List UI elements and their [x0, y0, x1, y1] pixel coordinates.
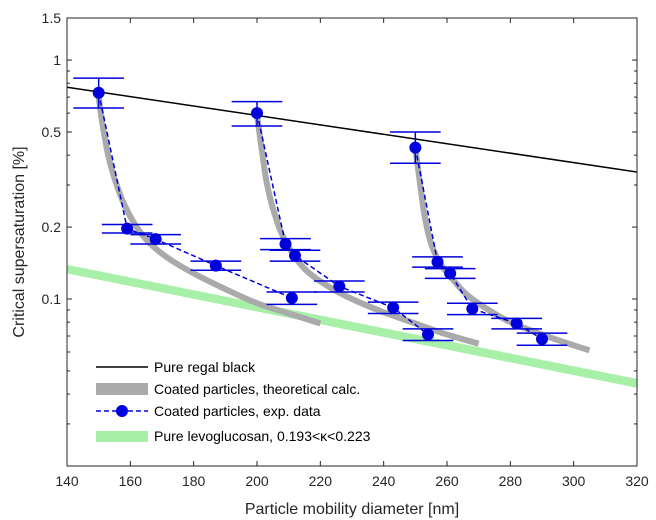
- exp-data-point: [422, 328, 434, 341]
- x-tick-label: 320: [625, 473, 649, 489]
- exp-data-point: [149, 233, 162, 246]
- y-tick-label: 0.2: [42, 219, 62, 235]
- y-axis-label: Critical supersaturation [%]: [11, 146, 28, 337]
- x-tick-label: 200: [245, 473, 269, 489]
- legend-item-theoretical: Coated particles, theoretical calc.: [96, 381, 360, 397]
- regal-black-line: [67, 86, 637, 173]
- x-tick-label: 260: [435, 473, 459, 489]
- exp-data-point: [431, 255, 444, 268]
- exp-point-group: [447, 302, 498, 316]
- exp-data-point: [289, 249, 301, 262]
- exp-data-point: [536, 333, 548, 346]
- x-tick-label: 220: [309, 473, 333, 489]
- exp-point-group: [516, 332, 568, 347]
- exp-data-point: [251, 107, 263, 120]
- axes-box: [66, 17, 638, 467]
- exp-dashed-line-2: [256, 112, 429, 336]
- y-tick-label: 0.1: [42, 291, 62, 307]
- legend-label-theoretical: Coated particles, theoretical calc.: [154, 381, 360, 397]
- exp-data-point: [510, 317, 523, 330]
- x-tick-label: 280: [499, 473, 523, 489]
- exp-point-group: [367, 301, 419, 315]
- exp-point-group: [190, 259, 242, 272]
- exp-point-group: [266, 291, 318, 306]
- x-tick-label: 300: [562, 473, 586, 489]
- theory-curve-1: [95, 96, 322, 327]
- levoglucosan-band: [67, 264, 637, 388]
- legend-item-levoglucosan: Pure levoglucosan, 0.193<κ<0.223: [96, 428, 371, 444]
- exp-point-group: [412, 255, 463, 268]
- exp-data-point: [92, 86, 105, 99]
- exp-point-group: [424, 267, 476, 280]
- x-tick-label: 140: [55, 473, 79, 489]
- exp-data-point: [285, 291, 298, 304]
- y-tick-label: 0.5: [42, 124, 62, 140]
- y-tick-label: 1.5: [42, 10, 62, 26]
- exp-data-point: [387, 301, 400, 314]
- x-tick-label: 160: [119, 473, 143, 489]
- exp-data-point: [121, 222, 134, 235]
- x-tick-label: 240: [372, 473, 396, 489]
- exp-point-group: [314, 280, 365, 293]
- exp-point-group: [269, 249, 321, 262]
- exp-point-group: [101, 222, 153, 235]
- exp-data-point: [333, 280, 346, 293]
- legend: Pure regal black Coated particles, theor…: [96, 359, 371, 444]
- exp-point-group: [390, 131, 441, 164]
- exp-data-point: [466, 302, 479, 315]
- exp-data-point: [444, 267, 457, 280]
- exp-point-group: [130, 233, 181, 246]
- y-tick-label: 1: [53, 52, 61, 68]
- plot-area: 140 160 180 200 220 240 260 280 300 320 0.1 0.2 0.5 1…: [42, 10, 649, 489]
- legend-label-experimental: Coated particles, exp. data: [154, 403, 321, 419]
- legend-item-regal-black: Pure regal black: [96, 359, 256, 375]
- legend-swatch-levoglucosan: [96, 431, 148, 442]
- theory-curve-2: [254, 114, 480, 347]
- exp-point-group: [231, 100, 283, 127]
- exp-point-group: [491, 317, 542, 330]
- exp-data-point: [209, 259, 222, 272]
- exp-data-point: [409, 141, 422, 154]
- legend-item-experimental: Coated particles, exp. data: [96, 403, 321, 419]
- legend-label-regal-black: Pure regal black: [154, 359, 256, 375]
- x-axis-label: Particle mobility diameter [nm]: [245, 501, 459, 518]
- legend-label-levoglucosan: Pure levoglucosan, 0.193<κ<0.223: [154, 428, 371, 444]
- legend-swatch-experimental-marker: [116, 405, 128, 417]
- exp-point-group: [402, 328, 454, 342]
- x-tick-label: 180: [182, 473, 206, 489]
- exp-point-group: [73, 77, 124, 109]
- exp-data-point: [279, 237, 292, 250]
